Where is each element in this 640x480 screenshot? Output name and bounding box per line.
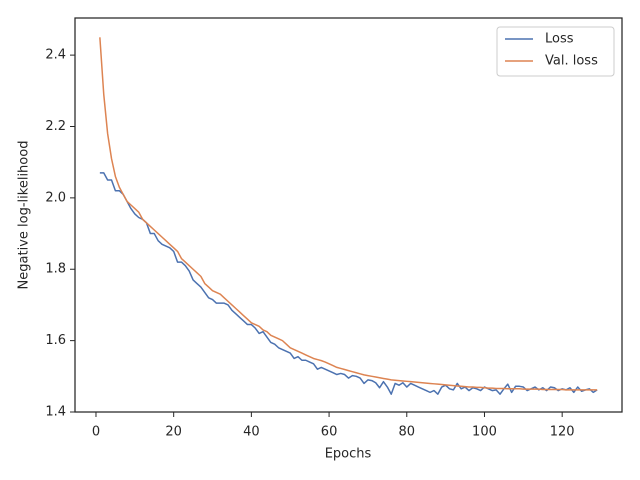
y-tick-label: 1.4 [45, 405, 66, 420]
x-tick-label: 0 [92, 425, 100, 440]
x-tick-label: 20 [165, 425, 182, 440]
y-tick-label: 2.2 [45, 119, 66, 134]
x-tick-label: 100 [472, 425, 497, 440]
x-tick-label: 120 [550, 425, 575, 440]
line-series [99, 37, 598, 391]
legend-label: Loss [545, 32, 574, 47]
y-tick-label: 1.6 [45, 333, 66, 348]
y-axis-label: Negative log-likelihood [17, 141, 32, 290]
x-tick-label: 40 [243, 425, 260, 440]
legend-label: Val. loss [545, 54, 598, 69]
y-tick-label: 1.8 [45, 262, 66, 277]
y-tick-label: 2.0 [45, 190, 66, 205]
x-tick-label: 80 [399, 425, 416, 440]
x-axis-label: Epochs [325, 447, 372, 462]
x-tick-label: 60 [321, 425, 338, 440]
y-tick-label: 2.4 [45, 48, 66, 63]
plot-frame [74, 17, 623, 413]
